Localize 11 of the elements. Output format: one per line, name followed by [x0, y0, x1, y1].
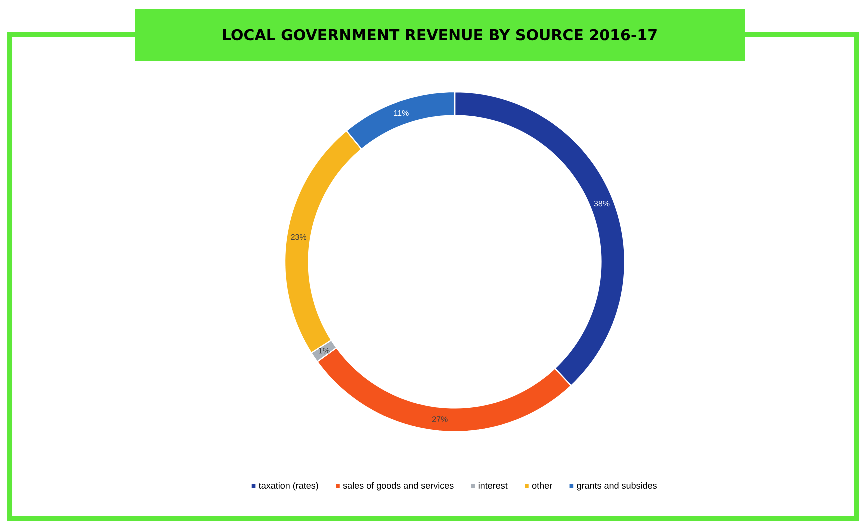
- data-label: 27%: [432, 416, 448, 422]
- data-label: 11%: [394, 110, 409, 116]
- data-label: 23%: [291, 234, 307, 240]
- data-label: 38%: [594, 200, 610, 207]
- data-label: 1%: [319, 348, 330, 354]
- legend-label: grants and subsides: [577, 482, 657, 491]
- legend-label: interest: [478, 482, 508, 489]
- legend-label: sales of goods and services: [343, 482, 454, 491]
- chart-title: LOCAL GOVERNMENT REVENUE BY SOURCE 2016-17: [223, 29, 657, 41]
- legend-label: other: [532, 482, 552, 489]
- legend-label: taxation (rates): [259, 482, 318, 491]
